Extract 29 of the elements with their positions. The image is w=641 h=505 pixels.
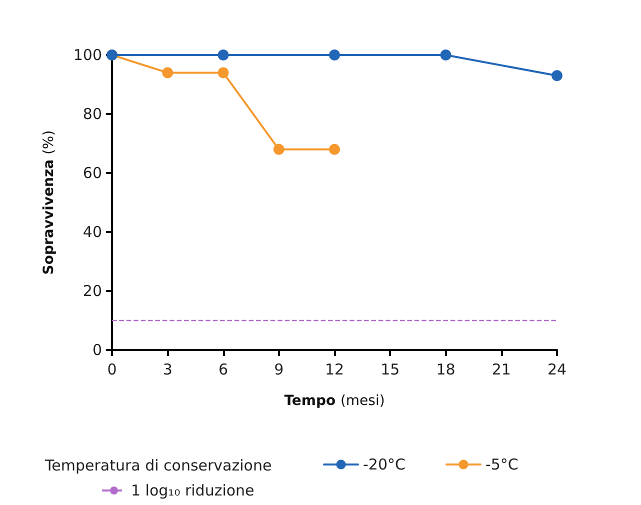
x-axis-title: Tempo (mesi): [284, 393, 385, 409]
y-tick-label: 40: [82, 223, 102, 241]
legend-label: 1 log₁₀ riduzione: [131, 482, 254, 500]
point: [218, 67, 229, 78]
x-tick-label: 9: [274, 360, 284, 378]
x-tick-label: 24: [547, 360, 567, 378]
point: [162, 67, 174, 78]
legend-label: -5°C: [485, 456, 518, 474]
point: [329, 50, 340, 60]
x-tick-label: 18: [436, 360, 456, 378]
y-tick-label: 0: [92, 341, 102, 359]
x-tick-label: 15: [380, 360, 400, 378]
x-tick-label: 0: [107, 360, 117, 378]
y-tick-label: 100: [73, 46, 102, 64]
legend-title: Temperatura di conservazione: [44, 456, 272, 474]
x-tick-label: 12: [324, 360, 344, 378]
y-axis-title: Sopravvivenza (%): [41, 130, 57, 275]
y-tick-label: 20: [82, 282, 102, 300]
x-tick-label: 6: [218, 360, 228, 378]
point: [440, 50, 452, 60]
point: [329, 144, 340, 155]
point: [273, 144, 284, 155]
y-tick-label: 60: [82, 164, 102, 182]
point: [552, 70, 562, 82]
x-tick-label: 3: [162, 360, 172, 378]
x-tick-label: 21: [492, 360, 511, 378]
y-tick-label: 80: [82, 105, 102, 123]
legend-label: -20°C: [363, 456, 406, 474]
point: [218, 50, 229, 60]
